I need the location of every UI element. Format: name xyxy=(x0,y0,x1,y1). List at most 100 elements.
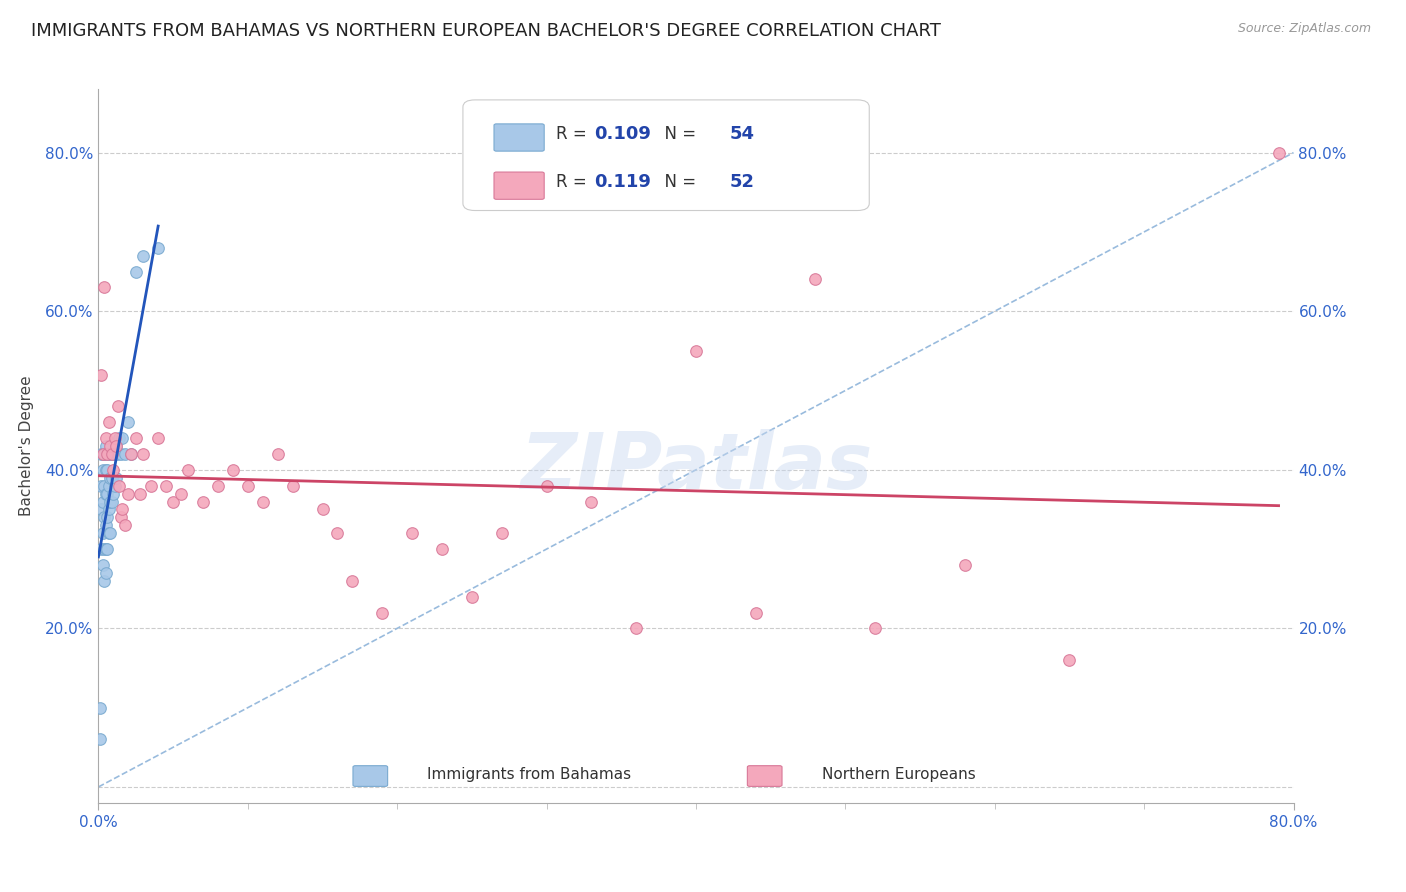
Text: 52: 52 xyxy=(730,173,755,191)
Point xyxy=(96,447,118,461)
Point xyxy=(371,606,394,620)
Point xyxy=(105,471,128,485)
Point xyxy=(491,526,513,541)
Point xyxy=(101,494,124,508)
Point xyxy=(148,431,170,445)
Text: ZIPatlas: ZIPatlas xyxy=(520,429,872,506)
Point xyxy=(461,590,484,604)
Point xyxy=(91,526,114,541)
Point xyxy=(120,447,142,461)
Point xyxy=(101,447,124,461)
Point xyxy=(101,471,124,485)
Point xyxy=(155,478,177,492)
FancyBboxPatch shape xyxy=(494,172,544,199)
Point xyxy=(103,486,125,500)
Point xyxy=(191,494,214,508)
Text: R =: R = xyxy=(557,125,592,143)
Point xyxy=(953,558,976,572)
Point xyxy=(91,463,114,477)
Point xyxy=(117,415,139,429)
Point xyxy=(89,732,111,747)
Point xyxy=(1059,653,1081,667)
Point xyxy=(536,478,558,492)
Point xyxy=(110,447,132,461)
Point xyxy=(117,486,139,500)
Point xyxy=(107,400,129,414)
Point xyxy=(91,447,114,461)
Point xyxy=(139,478,162,492)
Point xyxy=(252,494,274,508)
Point xyxy=(132,447,155,461)
Point xyxy=(98,439,122,453)
Point xyxy=(804,272,827,286)
Point xyxy=(94,486,117,500)
Point xyxy=(94,566,117,580)
Point xyxy=(97,478,120,492)
Point xyxy=(94,431,117,445)
Point xyxy=(101,447,124,461)
Point xyxy=(90,478,112,492)
Point xyxy=(865,621,887,635)
Point xyxy=(105,439,128,453)
Point xyxy=(430,542,453,557)
Point xyxy=(342,574,364,588)
Point xyxy=(148,241,170,255)
Point xyxy=(91,494,114,508)
Point xyxy=(97,502,120,516)
Text: 0.109: 0.109 xyxy=(595,125,651,143)
Point xyxy=(98,447,122,461)
Point xyxy=(93,574,115,588)
Point xyxy=(94,518,117,533)
Point xyxy=(93,280,115,294)
FancyBboxPatch shape xyxy=(494,124,544,151)
Point xyxy=(103,463,125,477)
Point xyxy=(107,447,129,461)
Point xyxy=(626,621,648,635)
Point xyxy=(111,431,134,445)
Point xyxy=(110,510,132,524)
Point xyxy=(96,463,118,477)
Point xyxy=(97,415,120,429)
Point xyxy=(111,502,134,516)
Point xyxy=(104,431,127,445)
Point xyxy=(401,526,423,541)
FancyBboxPatch shape xyxy=(353,765,388,787)
Point xyxy=(97,526,120,541)
Point xyxy=(91,447,114,461)
Point xyxy=(89,700,111,714)
Point xyxy=(90,542,112,557)
Point xyxy=(108,478,131,492)
Point xyxy=(93,447,115,461)
Text: IMMIGRANTS FROM BAHAMAS VS NORTHERN EUROPEAN BACHELOR'S DEGREE CORRELATION CHART: IMMIGRANTS FROM BAHAMAS VS NORTHERN EURO… xyxy=(31,22,941,40)
Point xyxy=(98,494,122,508)
Point xyxy=(311,502,333,516)
Point xyxy=(236,478,259,492)
FancyBboxPatch shape xyxy=(748,765,782,787)
Point xyxy=(93,542,115,557)
Point xyxy=(108,431,131,445)
Point xyxy=(326,526,349,541)
Point xyxy=(129,486,152,500)
Point xyxy=(90,447,112,461)
Point xyxy=(94,463,117,477)
Text: 54: 54 xyxy=(730,125,755,143)
Point xyxy=(96,486,118,500)
Text: N =: N = xyxy=(654,173,702,191)
Point xyxy=(103,447,125,461)
Text: N =: N = xyxy=(654,125,702,143)
Y-axis label: Bachelor's Degree: Bachelor's Degree xyxy=(18,376,34,516)
Point xyxy=(96,510,118,524)
Point xyxy=(125,431,148,445)
Point xyxy=(97,447,120,461)
Point xyxy=(94,439,117,453)
Point xyxy=(132,249,155,263)
Point xyxy=(93,478,115,492)
Point xyxy=(90,502,112,516)
Point xyxy=(114,447,136,461)
Text: Immigrants from Bahamas: Immigrants from Bahamas xyxy=(426,767,631,781)
Point xyxy=(98,471,122,485)
FancyBboxPatch shape xyxy=(463,100,869,211)
Point xyxy=(98,526,122,541)
Point xyxy=(745,606,768,620)
Point xyxy=(114,518,136,533)
